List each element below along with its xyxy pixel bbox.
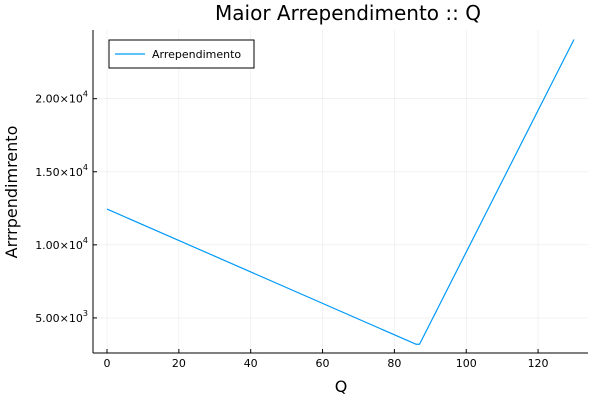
x-tick-label: 40 (244, 357, 258, 370)
x-axis-title: Q (335, 377, 348, 396)
y-axis-title: Arrrpendimrento (2, 126, 21, 259)
y-tick-label: 5.00×103 (35, 309, 88, 325)
x-tick-label: 20 (172, 357, 186, 370)
x-tick-label: 0 (104, 357, 111, 370)
y-tick-mantissa: 1.00×10 (35, 239, 83, 252)
x-axis-ticks: 0 20 40 60 80 100 120 (104, 349, 549, 370)
y-tick-exponent: 4 (83, 90, 88, 99)
legend-label: Arrependimento (152, 48, 241, 61)
x-tick-label: 120 (528, 357, 549, 370)
y-tick-mantissa: 2.00×10 (35, 93, 83, 106)
y-tick-exponent: 3 (83, 309, 88, 318)
grid-lines (93, 30, 588, 353)
y-tick-label: 2.00×104 (35, 90, 88, 106)
x-tick-label: 60 (316, 357, 330, 370)
y-tick-label: 1.00×104 (35, 236, 88, 252)
y-tick-mantissa: 5.00×10 (35, 312, 83, 325)
y-tick-label: 1.50×104 (35, 163, 88, 179)
y-tick-mantissa: 1.50×10 (35, 166, 83, 179)
series-line (106, 39, 575, 345)
series-group (106, 39, 575, 345)
chart-title: Maior Arrependimento :: Q (215, 1, 481, 25)
y-tick-exponent: 4 (83, 236, 88, 245)
x-tick-label: 80 (387, 357, 401, 370)
y-tick-exponent: 4 (83, 163, 88, 172)
legend: Arrependimento (108, 39, 255, 69)
x-tick-label: 100 (456, 357, 477, 370)
